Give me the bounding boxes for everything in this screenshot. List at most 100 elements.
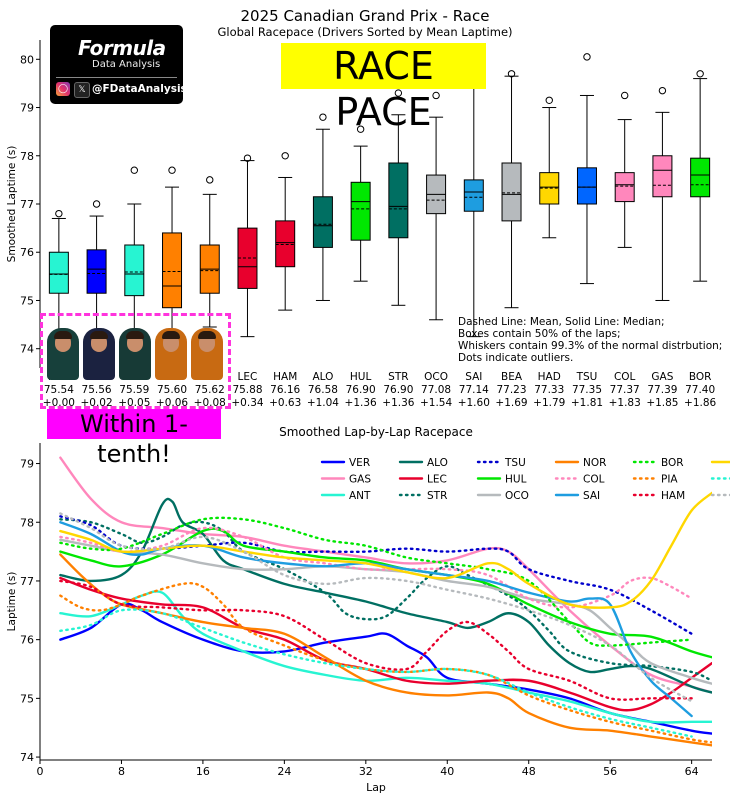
driver-code-label: HAD — [538, 371, 561, 383]
legend-label-bor: BOR — [661, 457, 684, 469]
box-iqr — [86, 249, 107, 294]
driver-mean-label: 76.16 — [270, 384, 300, 396]
driver-gap-label: +1.79 — [533, 397, 565, 409]
driver-photo-nor — [155, 328, 187, 380]
box-iqr — [162, 232, 183, 309]
driver-gap-label: +1.36 — [345, 397, 377, 409]
box-outlier — [130, 166, 139, 174]
driver-photo-pia — [191, 328, 223, 380]
driver-gap-label: +1.54 — [420, 397, 452, 409]
x-icon: 𝕏 — [74, 82, 90, 98]
driver-mean-label: 75.60 — [157, 384, 187, 396]
logo-handle: @FDataAnalysis — [92, 83, 187, 95]
line-x-tick-label: 16 — [196, 765, 210, 778]
box-iqr — [614, 172, 635, 203]
line-x-tick-label: 24 — [277, 765, 291, 778]
driver-gap-label: +1.81 — [571, 397, 603, 409]
driver-gap-label: +1.86 — [684, 397, 716, 409]
legend-label-pia: PIA — [661, 474, 678, 486]
line-y-axis-label: Laptime (s) — [6, 572, 18, 632]
box-iqr — [576, 167, 597, 205]
box-outlier — [319, 113, 327, 121]
box-y-tick-label: 79 — [20, 102, 34, 115]
box-legend-note: Dots indicate outliers. — [458, 352, 573, 364]
box-y-tick-label: 76 — [20, 246, 34, 259]
line-x-tick-label: 40 — [440, 765, 454, 778]
driver-code-label: OCO — [424, 371, 448, 383]
line-x-tick-label: 8 — [118, 765, 125, 778]
figure-title: 2025 Canadian Grand Prix - Race — [241, 7, 490, 25]
series-line-nor — [59, 553, 712, 747]
series-line-ham — [59, 579, 693, 701]
legend-label-ham: HAM — [661, 490, 685, 502]
legend-label-lec: LEC — [427, 474, 447, 486]
box-iqr — [463, 179, 484, 212]
driver-photo-ant — [119, 328, 151, 380]
series-line-bor — [59, 516, 693, 647]
within-tenth-banner: Within 1-tenth! — [47, 409, 221, 468]
box-outlier — [168, 166, 176, 174]
driver-mean-label: 77.08 — [421, 384, 451, 396]
line-y-tick-label: 77 — [20, 575, 34, 588]
box-outlier — [432, 91, 440, 100]
series-line-rus — [59, 608, 693, 738]
legend-label-alo: ALO — [427, 457, 448, 469]
driver-code-label: BOR — [689, 371, 712, 383]
box-y-tick-label: 78 — [20, 150, 34, 163]
logo-brand: Formula — [78, 36, 166, 60]
driver-gap-label: +0.34 — [231, 397, 263, 409]
legend-label-hul: HUL — [505, 474, 527, 486]
logo-divider — [56, 77, 177, 78]
driver-mean-label: 76.90 — [346, 384, 376, 396]
series-line-tsu — [59, 515, 693, 635]
instagram-icon: ◯ — [56, 82, 70, 96]
legend-label-tsu: TSU — [504, 457, 526, 469]
box-outlier — [394, 89, 403, 97]
legend-label-ant: ANT — [349, 490, 371, 502]
box-outlier — [507, 70, 516, 78]
legend-label-str: STR — [427, 490, 447, 502]
driver-mean-label: 75.62 — [195, 384, 225, 396]
driver-gap-label: +1.60 — [458, 397, 490, 409]
box-outlier — [658, 86, 667, 95]
series-line-lec — [59, 576, 712, 712]
line-x-axis-label: Lap — [366, 781, 386, 794]
driver-gap-label: +1.69 — [495, 397, 527, 409]
line-chart-title: Smoothed Lap-by-Lap Racepace — [279, 425, 473, 439]
box-outlier — [545, 96, 553, 104]
line-x-tick-label: 56 — [603, 765, 617, 778]
box-iqr — [48, 251, 69, 294]
driver-code-label: SAI — [465, 371, 482, 383]
logo-tagline: Data Analysis — [92, 59, 161, 70]
line-y-tick-label: 79 — [20, 458, 34, 471]
line-chart: Smoothed Lap-by-Lap Racepace 74 75 76 77 78 79… — [6, 425, 730, 794]
line-y-tick-label: 74 — [20, 751, 34, 764]
driver-code-label: ALO — [312, 371, 333, 383]
driver-mean-label: 77.14 — [459, 384, 489, 396]
box-outlier — [696, 70, 704, 78]
line-series-group — [59, 456, 712, 747]
box-legend-note: Dashed Line: Mean, Solid Line: Median; — [458, 316, 665, 328]
series-line-pia — [59, 582, 712, 744]
box-iqr — [312, 196, 333, 248]
box-iqr — [501, 162, 522, 222]
box-outlier — [243, 154, 252, 162]
box-outlier — [281, 152, 289, 160]
box-iqr — [652, 155, 673, 198]
line-x-tick-label: 64 — [685, 765, 699, 778]
driver-code-label: HUL — [350, 371, 372, 383]
driver-code-label: BEA — [501, 371, 523, 383]
series-line-col — [59, 526, 693, 609]
driver-gap-label: +1.85 — [646, 397, 678, 409]
box-y-tick-label: 74 — [20, 343, 34, 356]
legend-label-oco: OCO — [505, 490, 529, 502]
driver-gap-label: +0.63 — [269, 397, 301, 409]
box-outlier — [55, 209, 63, 218]
